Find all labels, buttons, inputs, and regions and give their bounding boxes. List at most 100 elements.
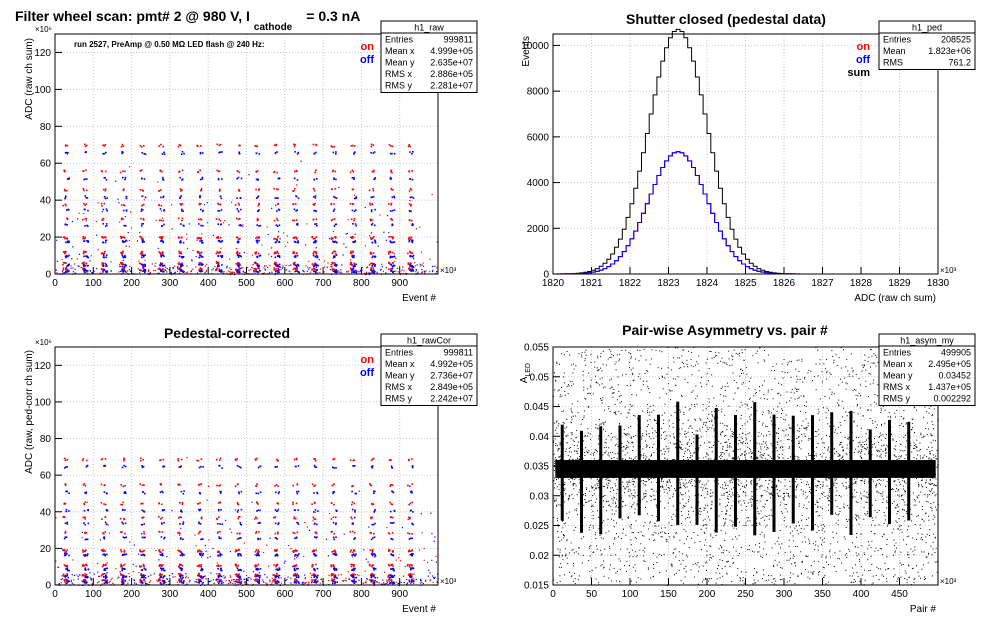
- asym-point: [682, 559, 684, 561]
- off-point: [335, 254, 338, 256]
- on-point: [419, 226, 421, 228]
- asym-point: [743, 582, 745, 584]
- on-point: [124, 485, 126, 487]
- off-point: [257, 568, 260, 571]
- on-point: [352, 582, 355, 584]
- asym-point: [661, 367, 663, 369]
- off-point: [68, 569, 70, 572]
- off-point: [124, 509, 126, 511]
- on-point: [229, 267, 231, 269]
- on-point: [97, 202, 99, 204]
- off-point: [256, 264, 259, 267]
- off-point: [106, 209, 108, 212]
- on-point: [407, 262, 410, 264]
- off-point: [161, 254, 164, 256]
- off-point: [389, 255, 392, 258]
- on-point: [371, 549, 374, 551]
- asym-point: [873, 363, 875, 365]
- off-point: [431, 559, 433, 561]
- asym-point: [911, 513, 913, 515]
- on-point: [347, 219, 349, 221]
- asym-point: [798, 370, 800, 372]
- off-point: [179, 574, 182, 577]
- on-point: [57, 566, 60, 568]
- on-point: [216, 532, 219, 534]
- on-point: [200, 251, 203, 254]
- off-point: [123, 464, 126, 467]
- off-point: [421, 268, 423, 271]
- on-point: [370, 532, 372, 534]
- x-exponent: ×10³: [440, 266, 457, 275]
- off-point: [409, 263, 411, 266]
- off-point: [313, 464, 316, 467]
- off-point: [83, 263, 85, 266]
- on-point: [372, 187, 375, 190]
- on-point: [312, 218, 315, 221]
- off-point: [292, 565, 294, 568]
- asym-point: [793, 392, 795, 394]
- off-point: [194, 581, 196, 583]
- off-point: [313, 579, 315, 581]
- on-point: [296, 573, 298, 576]
- on-point: [156, 579, 158, 581]
- off-point: [121, 521, 123, 524]
- asym-point: [781, 468, 783, 470]
- asym-point: [588, 548, 590, 550]
- asym-point: [691, 374, 693, 376]
- on-point: [198, 565, 200, 568]
- off-point: [296, 567, 298, 570]
- on-point: [370, 574, 372, 577]
- off-point: [102, 152, 104, 155]
- on-point: [120, 565, 122, 568]
- off-point: [237, 254, 240, 257]
- off-point: [87, 209, 89, 212]
- stats-key: RMS: [883, 58, 903, 68]
- on-point: [237, 218, 240, 221]
- off-point: [391, 490, 393, 493]
- asym-point: [786, 401, 788, 403]
- on-point: [84, 578, 87, 581]
- on-point: [197, 236, 199, 239]
- asym-point: [683, 582, 685, 584]
- off-point: [276, 272, 279, 274]
- on-point: [218, 516, 220, 519]
- on-point: [376, 581, 378, 583]
- off-point: [409, 509, 412, 512]
- y-tick-label: 0.015: [524, 581, 549, 592]
- off-point: [277, 270, 279, 273]
- off-point: [154, 265, 156, 267]
- off-point: [318, 259, 320, 261]
- asym-point: [829, 478, 831, 480]
- on-point: [104, 262, 107, 265]
- off-point: [390, 177, 393, 180]
- off-point: [295, 581, 297, 584]
- off-point: [65, 536, 68, 538]
- on-point: [389, 501, 391, 504]
- asym-point: [928, 553, 930, 555]
- asym-point: [690, 365, 692, 367]
- on-point: [120, 253, 123, 255]
- off-point: [238, 576, 241, 579]
- on-point: [370, 262, 372, 265]
- off-point: [124, 580, 127, 582]
- off-point: [86, 576, 89, 578]
- on-point: [159, 578, 161, 580]
- off-point: [304, 574, 306, 576]
- off-point: [68, 580, 70, 582]
- off-point: [240, 537, 242, 539]
- on-point: [56, 272, 58, 274]
- on-point: [204, 575, 206, 577]
- off-point: [124, 465, 127, 468]
- asym-point: [870, 555, 872, 557]
- off-point: [65, 266, 67, 269]
- on-point: [388, 532, 391, 535]
- on-point: [390, 218, 393, 221]
- on-point: [296, 531, 299, 534]
- on-point: [293, 236, 296, 239]
- on-point: [83, 212, 85, 215]
- off-point: [248, 174, 250, 176]
- off-point: [354, 240, 357, 242]
- on-point: [311, 578, 313, 581]
- asym-point: [812, 573, 814, 575]
- off-point: [212, 234, 214, 237]
